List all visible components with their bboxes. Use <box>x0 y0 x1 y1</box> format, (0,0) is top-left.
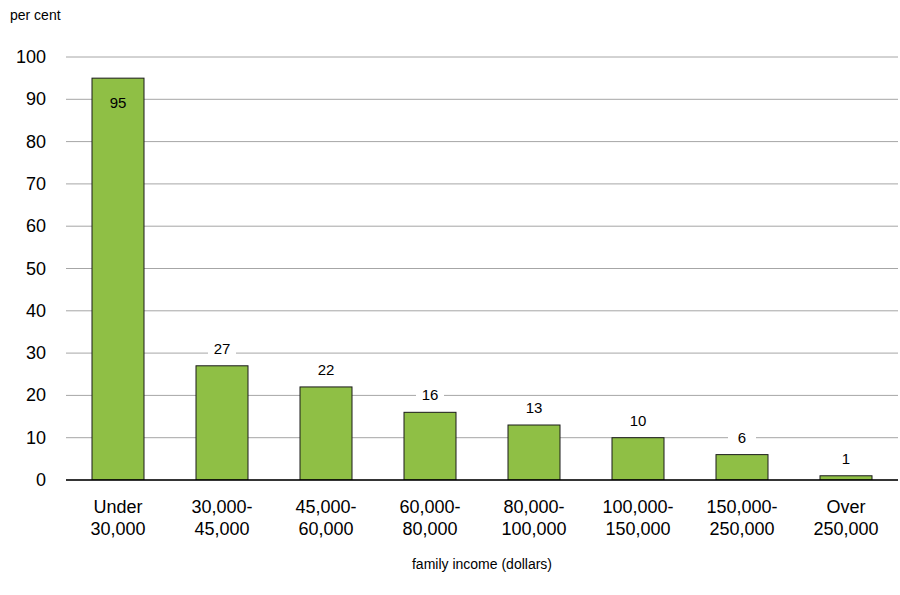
bar <box>92 78 144 480</box>
grid-line <box>66 395 898 396</box>
bar <box>404 412 456 480</box>
axis-title: per cent <box>10 7 61 23</box>
tick-label: 50 <box>26 259 46 279</box>
grid-line <box>66 353 898 354</box>
grid-line <box>66 310 898 311</box>
label-background <box>624 410 652 430</box>
bar <box>508 425 560 480</box>
bar <box>612 438 664 480</box>
tick-label: 40 <box>26 301 46 321</box>
tick-label: 80 <box>26 132 46 152</box>
tick-label: 90 <box>26 89 46 109</box>
grid-line <box>66 226 898 227</box>
label-background <box>208 338 236 358</box>
data-label: 27 <box>214 340 231 357</box>
label-background <box>728 427 756 447</box>
category-label: 45,000-60,000 <box>295 497 356 539</box>
data-label: 95 <box>110 94 127 111</box>
grid-line <box>66 99 898 100</box>
grid-line <box>66 268 898 269</box>
bar <box>196 366 248 480</box>
bar <box>716 455 768 480</box>
data-label: 10 <box>630 412 647 429</box>
chart: 0102030405060708090100per cent9527221613… <box>0 0 900 595</box>
label-background <box>312 359 340 379</box>
data-label: 13 <box>526 399 543 416</box>
tick-label: 0 <box>36 470 46 490</box>
grid-line <box>66 183 898 184</box>
category-label: 30,000-45,000 <box>191 497 252 539</box>
grid-line <box>66 141 898 142</box>
tick-label: 20 <box>26 385 46 405</box>
data-label: 16 <box>422 386 439 403</box>
category-label: 100,000-150,000 <box>602 497 673 539</box>
category-label: Over250,000 <box>813 497 878 539</box>
grid-line <box>66 57 898 58</box>
category-label: Under30,000 <box>90 497 145 539</box>
tick-label: 100 <box>16 47 46 67</box>
data-label: 1 <box>842 450 850 467</box>
grid-line <box>66 437 898 438</box>
tick-label: 70 <box>26 174 46 194</box>
category-label: 150,000-250,000 <box>706 497 777 539</box>
data-label: 6 <box>738 429 746 446</box>
tick-label: 30 <box>26 343 46 363</box>
tick-label: 60 <box>26 216 46 236</box>
label-background <box>416 384 444 404</box>
category-label: 60,000-80,000 <box>399 497 460 539</box>
grid-line <box>66 480 898 481</box>
x-axis <box>66 479 898 481</box>
bar <box>300 387 352 480</box>
data-label: 22 <box>318 361 335 378</box>
tick-label: 10 <box>26 428 46 448</box>
bars <box>92 78 872 480</box>
label-background <box>832 448 860 468</box>
label-background <box>520 397 548 417</box>
category-label: 80,000-100,000 <box>501 497 566 539</box>
axis-title: family income (dollars) <box>412 556 552 572</box>
